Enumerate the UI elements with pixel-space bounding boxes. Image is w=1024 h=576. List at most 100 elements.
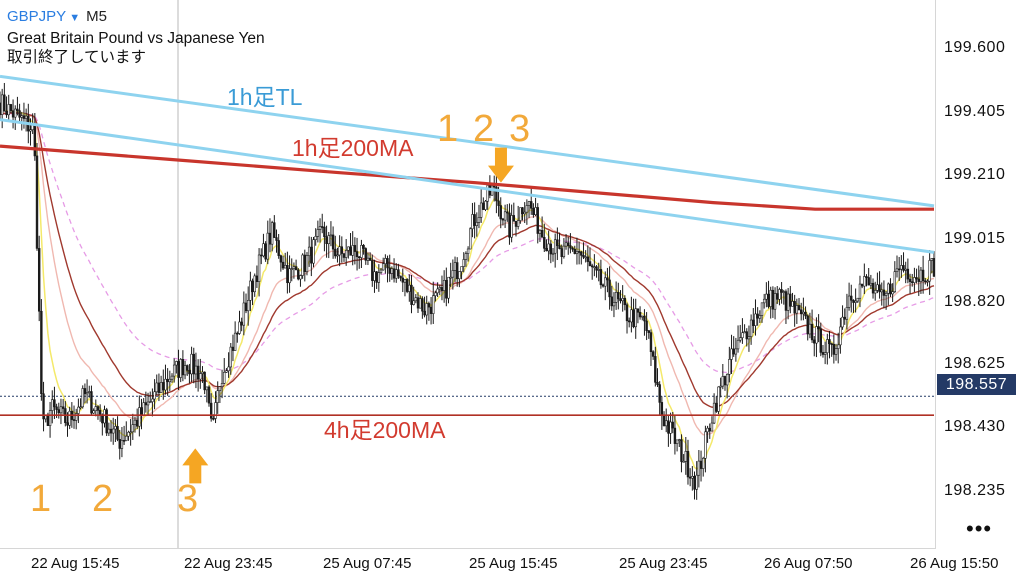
candle-body xyxy=(769,289,772,307)
candle-body xyxy=(641,315,644,318)
candle-body xyxy=(514,220,518,227)
ma-dashed-line xyxy=(0,112,935,374)
arrow-down-icon xyxy=(487,147,514,183)
candle-body xyxy=(199,373,202,380)
candle-body xyxy=(682,461,685,463)
time-tick-5: 25 Aug 23:45 xyxy=(619,555,708,572)
candle-body xyxy=(854,300,857,303)
candle-body xyxy=(225,370,228,373)
candle-body xyxy=(16,108,19,111)
time-tick-3: 25 Aug 07:45 xyxy=(323,555,412,572)
candle-body xyxy=(843,316,846,320)
candle-body xyxy=(53,399,56,408)
candle-body xyxy=(462,259,465,267)
price-tick-6: 198.625 xyxy=(944,355,1006,372)
chevron-down-icon[interactable]: ▼ xyxy=(69,12,81,24)
candle-body xyxy=(236,332,239,335)
candle-body xyxy=(510,215,513,238)
candle-body xyxy=(447,276,450,299)
candle-body xyxy=(508,212,511,238)
candle-body xyxy=(336,254,339,257)
symbol-selector[interactable]: GBPJPY xyxy=(7,8,67,25)
ma-4h-label: 4h足200MA xyxy=(324,417,446,443)
candle-body xyxy=(316,229,320,237)
candle-body xyxy=(410,284,413,305)
candle-body xyxy=(823,352,827,355)
candle-body xyxy=(856,297,859,302)
candle-body xyxy=(702,457,705,469)
candle-body xyxy=(571,247,574,250)
candle-body xyxy=(392,268,396,279)
candle-body xyxy=(438,287,441,290)
candle-body xyxy=(852,299,855,303)
candle-body xyxy=(634,308,637,328)
candle-body xyxy=(828,339,831,345)
candle-body xyxy=(183,365,187,376)
candle-body xyxy=(902,265,905,271)
candle-body xyxy=(299,275,302,280)
candle-body xyxy=(688,476,692,479)
candle-body xyxy=(758,315,762,319)
candle-body xyxy=(120,440,124,449)
candle-body xyxy=(647,330,650,333)
candle-body xyxy=(749,319,753,337)
candle-body xyxy=(606,277,609,281)
candle-body xyxy=(194,365,198,375)
candle-body xyxy=(867,277,870,286)
candle-body xyxy=(40,310,43,395)
chart-header: GBPJPY ▼ M5 Great Britain Pound vs Japanes… xyxy=(7,6,265,67)
wave-number-top-1: 1 xyxy=(437,108,459,150)
candle-body xyxy=(686,451,690,478)
candle-body xyxy=(530,201,533,209)
candle-body xyxy=(264,243,267,260)
candle-body xyxy=(201,371,204,374)
candle-body xyxy=(381,263,385,271)
candle-body xyxy=(860,283,864,287)
candle-body xyxy=(77,406,80,414)
candle-body xyxy=(179,359,182,378)
candle-body xyxy=(519,207,522,221)
candle-body xyxy=(138,407,141,427)
candle-body xyxy=(318,226,322,230)
candle-body xyxy=(610,296,613,307)
candle-body xyxy=(765,293,768,300)
candle-body xyxy=(715,402,718,412)
candle-body xyxy=(562,245,566,257)
candle-body xyxy=(275,237,278,241)
candle-body xyxy=(46,415,50,426)
more-options-icon[interactable]: ••• xyxy=(966,516,993,541)
candle-body xyxy=(257,254,261,282)
candle-body xyxy=(651,351,655,357)
time-tick-7: 26 Aug 15:50 xyxy=(910,555,999,572)
candle-body xyxy=(166,378,169,383)
candle-body xyxy=(534,207,537,216)
candle-body xyxy=(924,280,927,283)
candle-body xyxy=(342,253,346,258)
candle-body xyxy=(567,242,570,246)
candle-body xyxy=(218,386,222,391)
candle-body xyxy=(762,298,766,304)
candle-body xyxy=(675,439,679,444)
candle-body xyxy=(719,385,722,388)
candle-body xyxy=(220,383,224,387)
candle-body xyxy=(691,475,694,479)
candle-body xyxy=(149,401,152,404)
candle-body xyxy=(133,419,137,425)
candle-body xyxy=(593,266,596,269)
candle-body xyxy=(773,293,777,310)
time-tick-6: 26 Aug 07:50 xyxy=(764,555,853,572)
candle-body xyxy=(362,244,365,249)
candle-body xyxy=(569,245,572,249)
candle-body xyxy=(834,348,838,355)
candle-body xyxy=(59,406,63,414)
timeframe-label[interactable]: M5 xyxy=(86,8,107,25)
candle-body xyxy=(125,435,128,441)
candle-body xyxy=(44,415,47,420)
price-tick-4: 199.015 xyxy=(944,230,1006,247)
candle-body xyxy=(497,200,500,206)
candle-body xyxy=(436,288,439,294)
candle-body xyxy=(516,220,520,227)
candle-body xyxy=(919,269,923,282)
candle-body xyxy=(33,123,37,157)
